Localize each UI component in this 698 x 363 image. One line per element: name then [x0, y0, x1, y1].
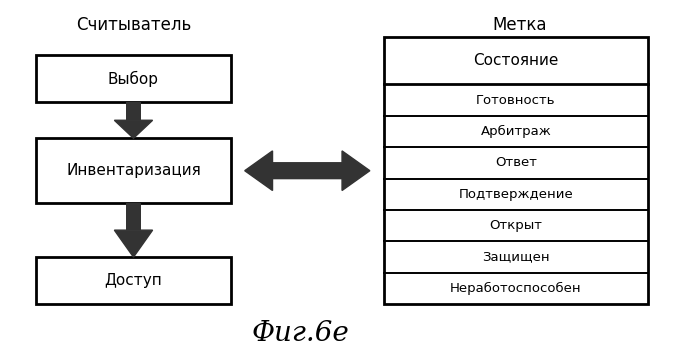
FancyBboxPatch shape [36, 138, 231, 203]
FancyBboxPatch shape [384, 37, 648, 304]
Text: Защищен: Защищен [482, 250, 549, 264]
Text: Выбор: Выбор [108, 71, 159, 87]
Text: Инвентаризация: Инвентаризация [66, 163, 201, 178]
FancyBboxPatch shape [36, 257, 231, 304]
Text: Метка: Метка [492, 16, 547, 34]
Text: Готовность: Готовность [476, 94, 556, 107]
Text: Фиг.6е: Фиг.6е [251, 320, 349, 347]
Text: Доступ: Доступ [105, 273, 163, 288]
FancyBboxPatch shape [126, 102, 141, 120]
Text: Считыватель: Считыватель [76, 16, 191, 34]
Text: Открыт: Открыт [489, 219, 542, 232]
Text: Состояние: Состояние [473, 53, 558, 69]
Polygon shape [245, 151, 370, 191]
Text: Ответ: Ответ [495, 156, 537, 170]
Text: Подтверждение: Подтверждение [459, 188, 573, 201]
Text: Неработоспособен: Неработоспособен [450, 282, 581, 295]
Polygon shape [114, 120, 153, 138]
Polygon shape [114, 230, 153, 257]
FancyBboxPatch shape [126, 203, 141, 230]
Text: Арбитраж: Арбитраж [480, 125, 551, 138]
FancyBboxPatch shape [36, 56, 231, 102]
